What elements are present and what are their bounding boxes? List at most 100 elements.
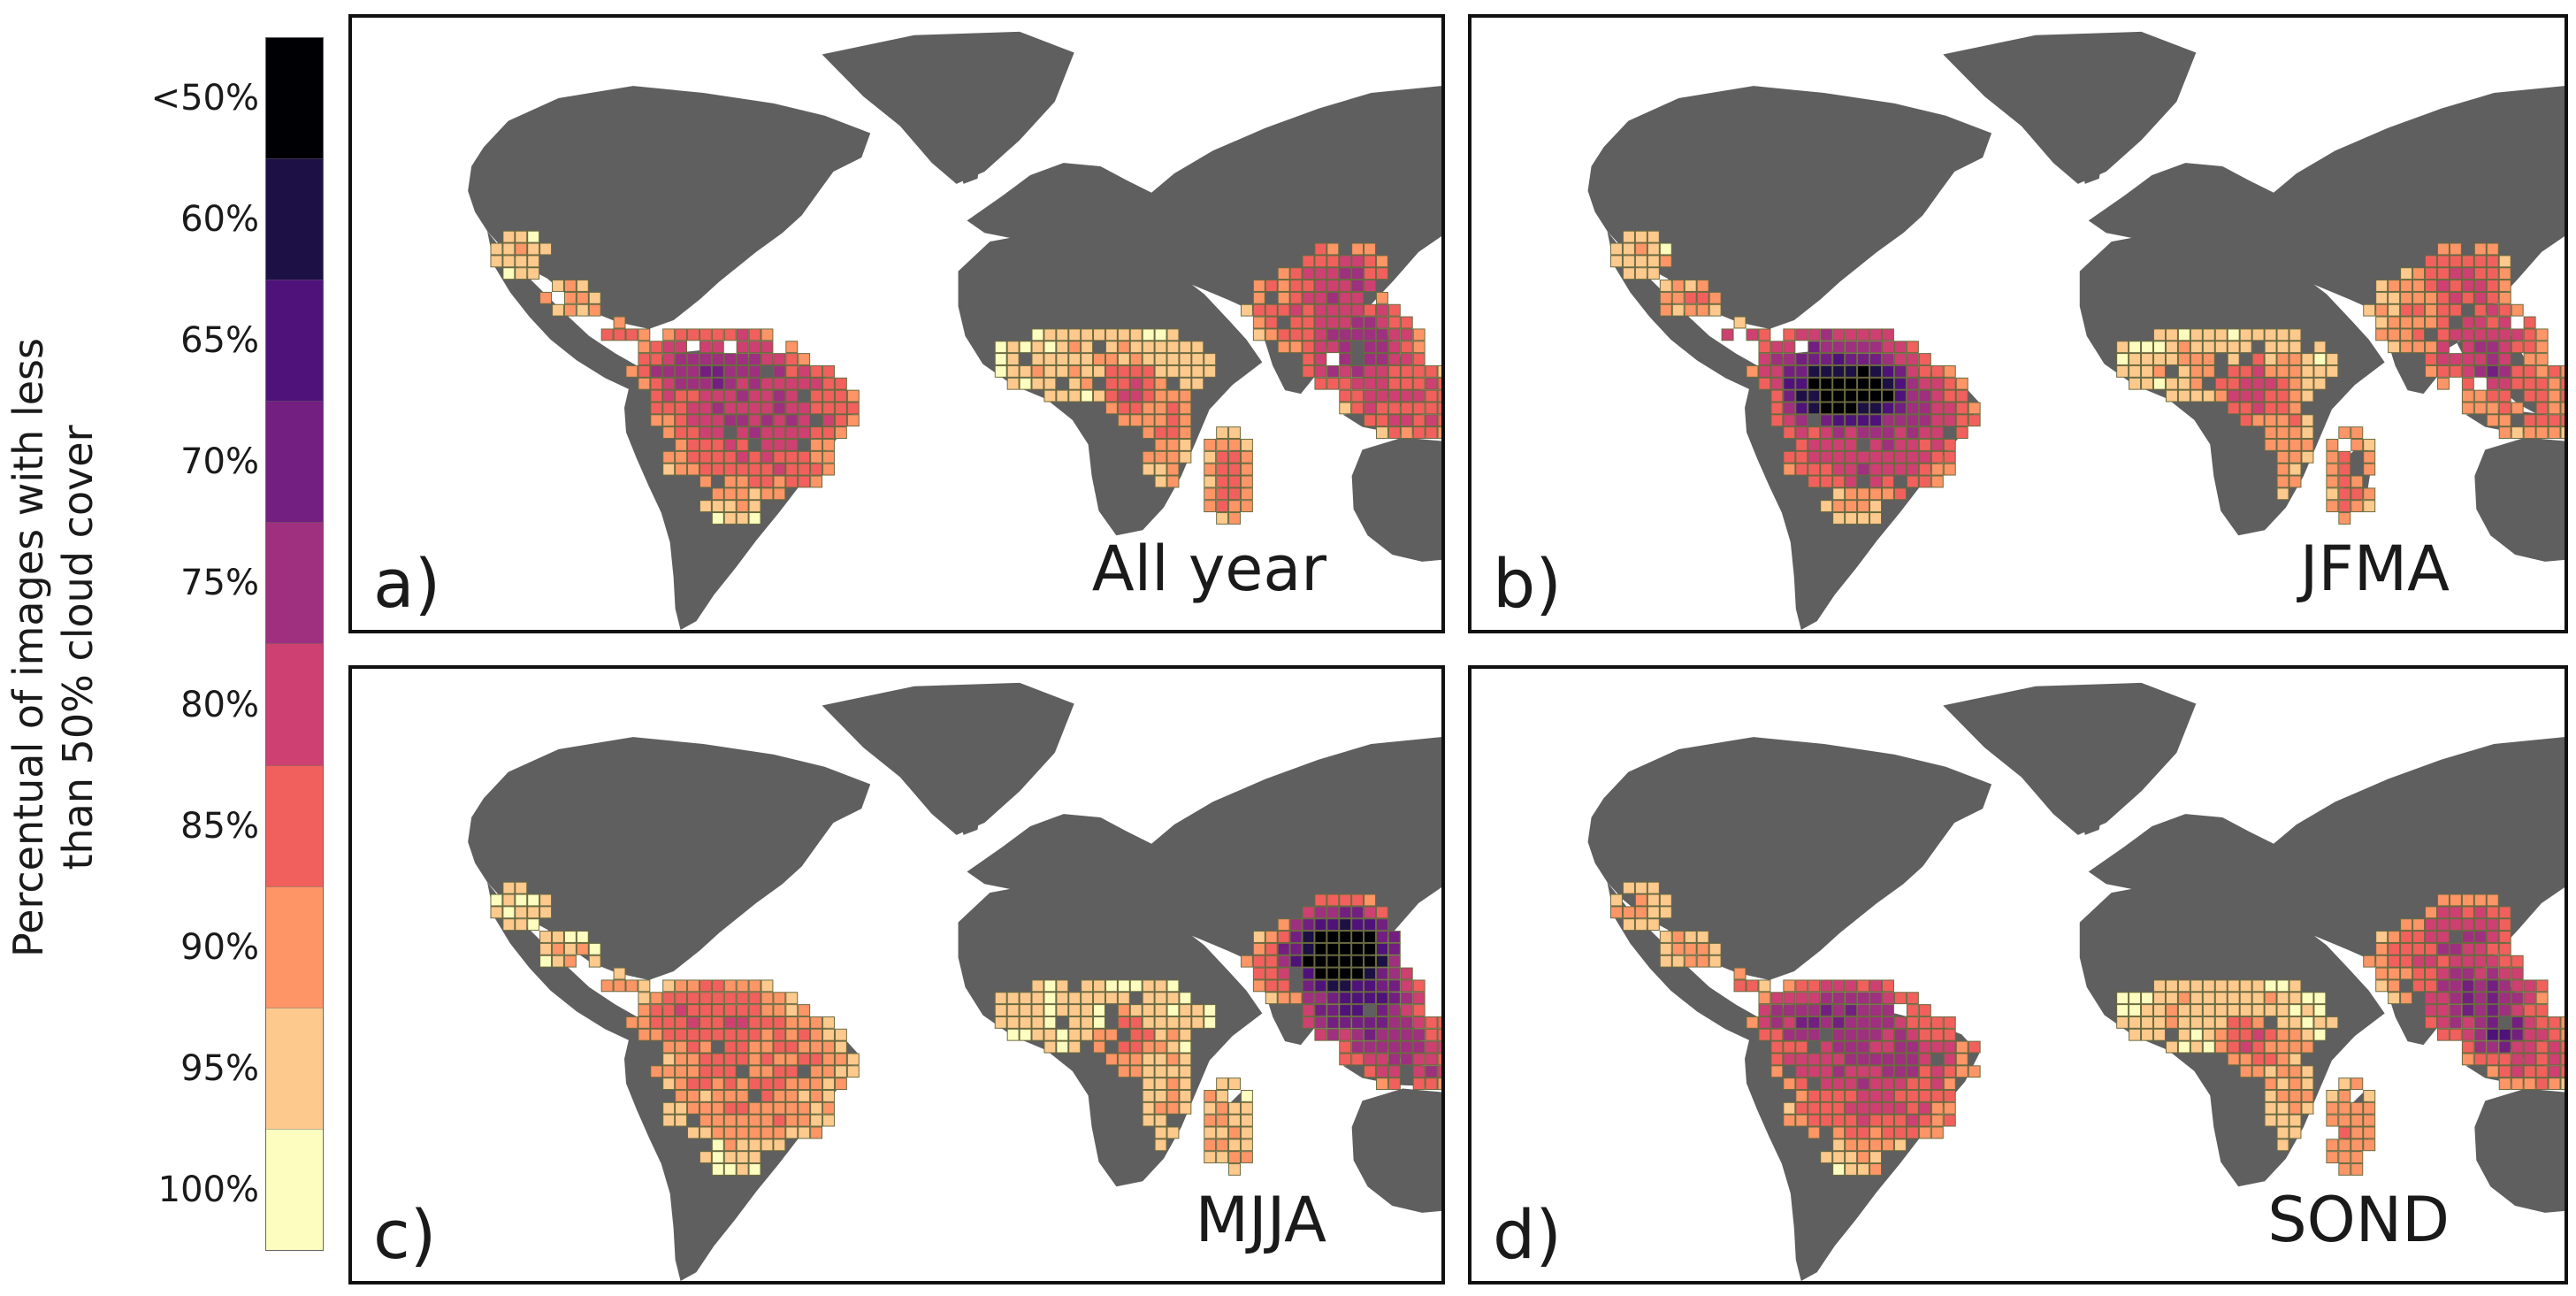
- cloud-tile: [1339, 967, 1352, 980]
- cloud-tile: [1881, 1040, 1894, 1054]
- cloud-tile: [1105, 364, 1118, 378]
- cloud-tile: [1277, 328, 1290, 341]
- cloud-tile: [761, 1065, 774, 1078]
- cloud-tile: [1881, 1089, 1894, 1102]
- cloud-tile: [711, 463, 724, 476]
- cloud-tile: [1179, 1016, 1192, 1029]
- cloud-tile: [2436, 316, 2450, 329]
- cloud-tile: [2535, 1004, 2549, 1016]
- cloud-tile: [2498, 1028, 2511, 1041]
- cloud-tile: [687, 377, 699, 390]
- cloud-tile: [1845, 1163, 1858, 1176]
- cloud-tile: [736, 328, 749, 341]
- cloud-tile: [1845, 512, 1858, 525]
- cloud-tile: [1808, 402, 1821, 415]
- cloud-tile: [1339, 402, 1352, 415]
- cloud-tile: [2251, 364, 2265, 378]
- cloud-tile: [2326, 487, 2339, 501]
- cloud-tile: [1808, 353, 1821, 365]
- cloud-tile: [2190, 1016, 2203, 1029]
- cloud-tile: [1783, 353, 1796, 365]
- cloud-tile: [1400, 1040, 1413, 1054]
- cloud-tile: [761, 1101, 774, 1115]
- cloud-tile: [1845, 1004, 1858, 1016]
- cloud-tile: [2498, 1053, 2511, 1066]
- cloud-tile: [1857, 463, 1870, 476]
- cloud-tile: [1375, 291, 1388, 304]
- cloud-tile: [2473, 1028, 2487, 1041]
- cloud-tile: [1191, 353, 1204, 365]
- cloud-tile: [1142, 1114, 1155, 1127]
- cloud-tile: [810, 463, 823, 476]
- cloud-tile: [748, 450, 761, 464]
- cloud-tile: [2326, 1151, 2339, 1164]
- cloud-tile: [2129, 364, 2142, 378]
- cloud-tile: [2400, 955, 2413, 968]
- cloud-tile: [2473, 280, 2487, 292]
- cloud-tile: [1425, 1040, 1438, 1054]
- cloud-tile: [1314, 1004, 1327, 1016]
- landmass-greenland: [822, 31, 1074, 184]
- cloud-tile: [2289, 328, 2302, 341]
- cloud-tile: [687, 1004, 699, 1016]
- cloud-tile: [1869, 414, 1882, 427]
- cloud-tile: [723, 364, 737, 378]
- cloud-tile: [1326, 280, 1340, 292]
- cloud-tile: [2129, 1004, 2142, 1016]
- cloud-tile: [1845, 1089, 1858, 1102]
- cloud-tile: [1845, 364, 1858, 378]
- cloud-tile: [1869, 1139, 1882, 1152]
- cloud-tile: [711, 1016, 724, 1029]
- cloud-tile: [2153, 979, 2166, 993]
- cloud-tile: [1351, 1004, 1364, 1016]
- cloud-tile: [1783, 377, 1796, 390]
- cloud-tile: [711, 1028, 724, 1041]
- cloud-tile: [675, 389, 688, 403]
- cloud-tile: [810, 426, 823, 439]
- cloud-tile: [846, 1065, 860, 1078]
- cloud-tile: [2560, 377, 2565, 390]
- cloud-tile: [2129, 377, 2142, 390]
- cloud-tile: [1142, 328, 1155, 341]
- cloud-tile: [1387, 364, 1401, 378]
- cloud-tile: [1906, 426, 1919, 439]
- cloud-tile: [1154, 341, 1167, 354]
- cloud-tile: [834, 389, 847, 403]
- cloud-tile: [1154, 414, 1167, 427]
- cloud-tile: [1375, 1016, 1388, 1029]
- cloud-tile: [2498, 992, 2511, 1005]
- cloud-tile: [1820, 1101, 1833, 1115]
- cloud-tile: [1339, 906, 1352, 919]
- cloud-tile: [1179, 341, 1192, 354]
- cloud-tile: [1166, 353, 1180, 365]
- cloud-tile: [748, 1139, 761, 1152]
- cloud-tile: [687, 1089, 699, 1102]
- cloud-tile: [1289, 955, 1303, 968]
- cloud-tile: [1684, 931, 1697, 943]
- cloud-tile: [1930, 1016, 1944, 1029]
- cloud-tile: [723, 1151, 737, 1164]
- cloud-tile: [773, 487, 786, 501]
- cloud-tile: [822, 1016, 835, 1029]
- cloud-tile: [1832, 1004, 1846, 1016]
- cloud-tile: [1105, 402, 1118, 415]
- cloud-tile: [2153, 992, 2166, 1005]
- cloud-tile: [798, 1016, 811, 1029]
- colorbar-swatch: [266, 643, 323, 765]
- cloud-tile: [2473, 1016, 2487, 1029]
- cloud-tile: [1820, 979, 1833, 993]
- cloud-tile: [1955, 426, 1968, 439]
- cloud-tile: [650, 1004, 663, 1016]
- cloud-tile: [1277, 955, 1290, 968]
- cloud-tile: [2276, 1089, 2289, 1102]
- cloud-tile: [1289, 918, 1303, 932]
- cloud-tile: [1117, 1004, 1130, 1016]
- cloud-tile: [2239, 1028, 2252, 1041]
- cloud-tile: [711, 1004, 724, 1016]
- cloud-tile: [1437, 1077, 1441, 1090]
- cloud-tile: [563, 931, 577, 943]
- cloud-tile: [773, 1016, 786, 1029]
- cloud-tile: [736, 512, 749, 525]
- cloud-tile: [2436, 255, 2450, 268]
- cloud-tile: [1808, 463, 1821, 476]
